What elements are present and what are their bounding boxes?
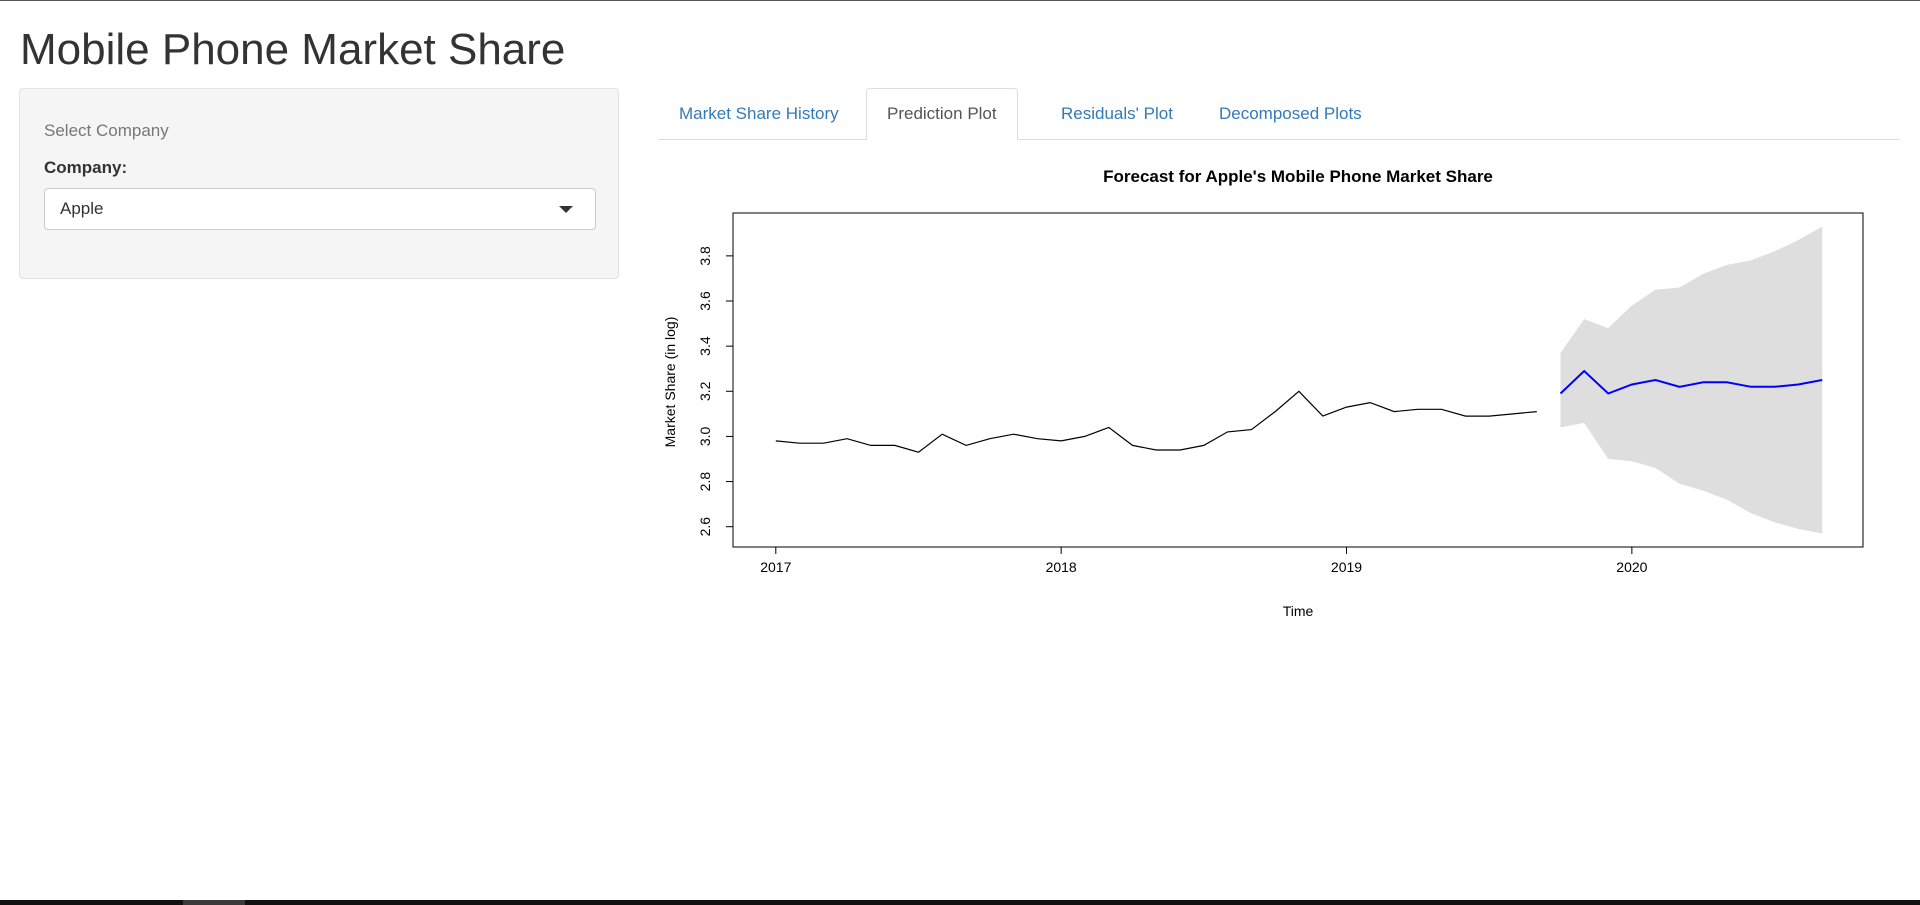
sidebar-panel: Select Company Company: Apple [19, 88, 619, 279]
taskbar-thumb [183, 900, 245, 905]
tab-decomposed-plots[interactable]: Decomposed Plots [1219, 104, 1362, 123]
chart-title: Forecast for Apple's Mobile Phone Market… [1103, 167, 1493, 186]
prediction-interval-band [1560, 226, 1823, 534]
x-axis-label: Time [1283, 603, 1314, 619]
x-tick-label: 2018 [1046, 559, 1077, 575]
company-select-value: Apple [60, 199, 104, 218]
tab-market-share-history[interactable]: Market Share History [679, 104, 839, 123]
sidebar-heading: Select Company [44, 121, 169, 140]
y-tick-label: 2.6 [697, 517, 713, 537]
x-tick-label: 2020 [1616, 559, 1647, 575]
x-tick-label: 2019 [1331, 559, 1362, 575]
x-tick-label: 2017 [760, 559, 791, 575]
window-bottom-bar [0, 900, 1920, 905]
page-title: Mobile Phone Market Share [20, 25, 566, 74]
tab-bar: Market Share History Prediction Plot Res… [658, 88, 1900, 140]
y-axis-label: Market Share (in log) [662, 317, 678, 448]
y-tick-label: 2.8 [697, 472, 713, 492]
y-tick-label: 3.0 [697, 426, 713, 446]
tab-prediction-plot[interactable]: Prediction Plot [866, 88, 1018, 140]
forecast-line [1559, 369, 1823, 395]
history-line [775, 390, 1537, 453]
tab-residuals-plot[interactable]: Residuals' Plot [1061, 104, 1173, 123]
window-top-border [0, 0, 1920, 1]
y-tick-label: 3.4 [697, 336, 713, 356]
company-select[interactable]: Apple [44, 188, 596, 230]
forecast-chart: Forecast for Apple's Mobile Phone Market… [662, 167, 1864, 619]
chevron-down-icon[interactable] [559, 206, 573, 213]
company-label: Company: [44, 158, 128, 177]
y-tick-label: 3.6 [697, 291, 713, 311]
y-tick-label: 3.8 [697, 246, 713, 266]
y-tick-label: 3.2 [697, 381, 713, 401]
